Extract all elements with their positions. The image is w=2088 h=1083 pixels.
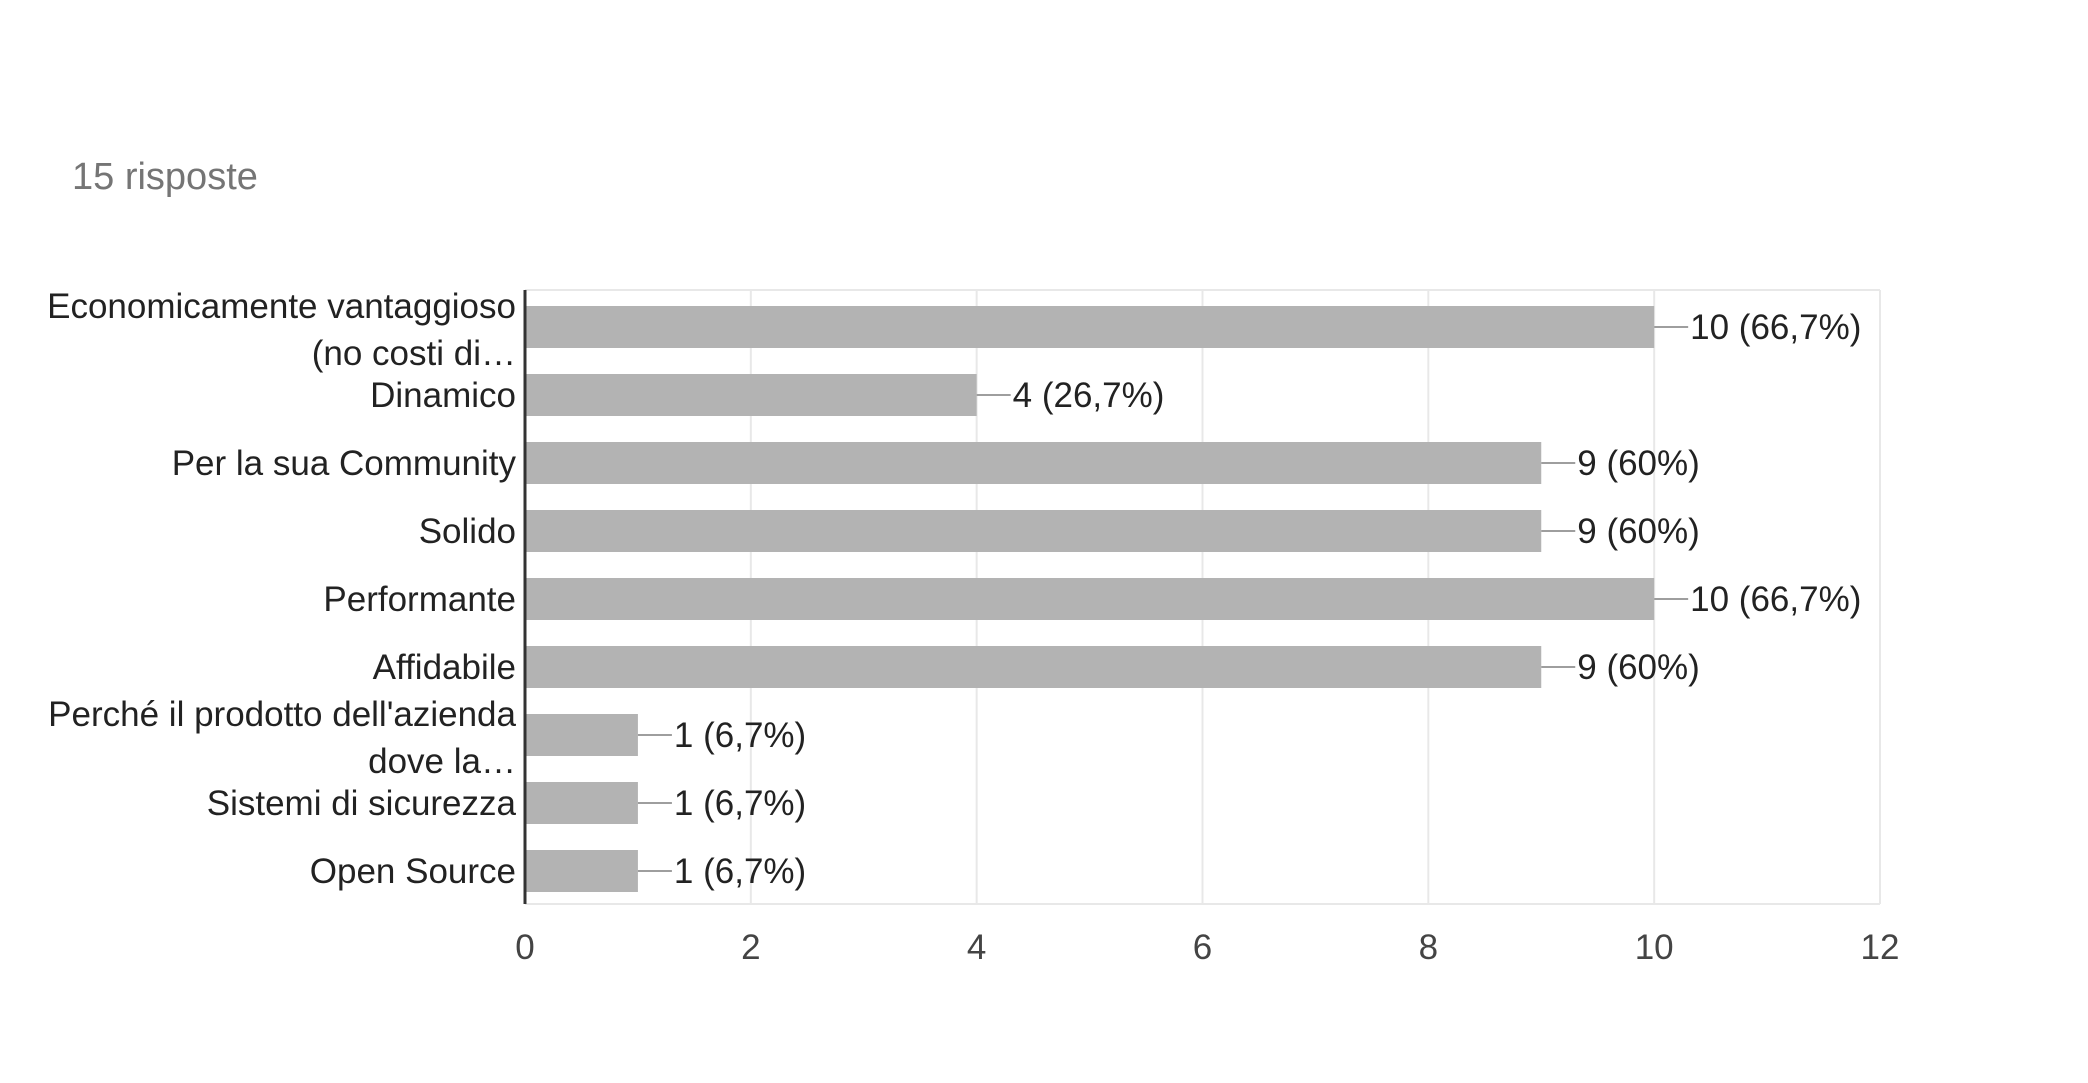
bar bbox=[525, 442, 1542, 484]
data-label: 1 (6,7%) bbox=[674, 852, 806, 891]
category-label: Per la sua Community bbox=[172, 444, 517, 483]
data-label: 10 (66,7%) bbox=[1690, 308, 1861, 347]
bar bbox=[525, 714, 638, 756]
x-tick-label: 8 bbox=[1419, 928, 1438, 967]
category-label: (no costi di… bbox=[312, 334, 516, 373]
bar bbox=[525, 782, 638, 824]
bar bbox=[525, 510, 1542, 552]
category-label: Affidabile bbox=[373, 648, 516, 687]
x-tick-label: 10 bbox=[1635, 928, 1674, 967]
bar bbox=[525, 374, 977, 416]
x-tick-label: 0 bbox=[515, 928, 534, 967]
category-label: Solido bbox=[419, 512, 516, 551]
data-label: 9 (60%) bbox=[1577, 648, 1700, 687]
category-label: Perché il prodotto dell'azienda bbox=[48, 695, 516, 734]
category-label: Sistemi di sicurezza bbox=[207, 784, 517, 823]
data-label: 9 (60%) bbox=[1577, 444, 1700, 483]
bar bbox=[525, 306, 1655, 348]
x-tick-label: 4 bbox=[967, 928, 986, 967]
bar bbox=[525, 850, 638, 892]
category-label: Dinamico bbox=[370, 376, 516, 415]
category-label: Open Source bbox=[310, 852, 516, 891]
data-label: 1 (6,7%) bbox=[674, 784, 806, 823]
category-label: Economicamente vantaggioso bbox=[47, 287, 516, 326]
bars bbox=[525, 306, 1689, 892]
data-label: 9 (60%) bbox=[1577, 512, 1700, 551]
data-label: 10 (66,7%) bbox=[1690, 580, 1861, 619]
x-tick-label: 12 bbox=[1861, 928, 1900, 967]
labels: 0 2 4 6 8 10 12 10 (66,7%) Economicamente vantag… bbox=[47, 287, 1899, 967]
data-label: 1 (6,7%) bbox=[674, 716, 806, 755]
data-label: 4 (26,7%) bbox=[1013, 376, 1165, 415]
x-tick-label: 2 bbox=[741, 928, 760, 967]
bar bbox=[525, 578, 1655, 620]
x-tick-label: 6 bbox=[1193, 928, 1212, 967]
category-label: Performante bbox=[323, 580, 516, 619]
category-label: dove la… bbox=[368, 742, 516, 781]
bar bbox=[525, 646, 1542, 688]
response-count: 15 risposte bbox=[72, 156, 258, 198]
